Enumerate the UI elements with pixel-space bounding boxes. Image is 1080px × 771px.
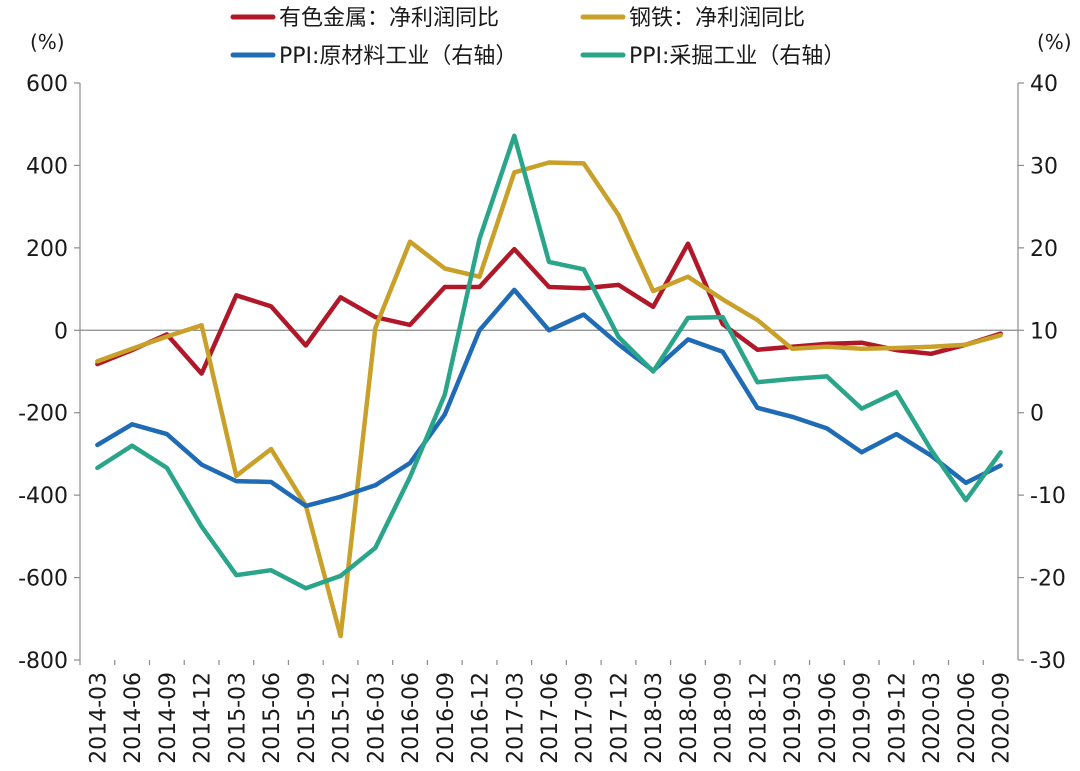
right-tick-label: 0 (1030, 402, 1044, 427)
series-line-3 (95, 287, 1003, 509)
x-tick-label: 2018-12 (746, 672, 771, 764)
left-axis-unit: (%) (30, 30, 65, 54)
legend-label: 钢铁：净利润同比 (629, 6, 805, 31)
x-tick-label: 2020-09 (990, 672, 1015, 764)
series-line-1 (95, 241, 1003, 376)
x-tick-label: 2015-03 (225, 672, 250, 764)
legend: 有色金属：净利润同比 钢铁：净利润同比 PPI:原材料工业（右轴） PPI:采掘工业（… (230, 6, 845, 69)
left-tick-label: -400 (18, 484, 68, 509)
right-tick-label: -30 (1030, 649, 1066, 674)
right-tick-label: 20 (1030, 237, 1058, 262)
plot-axes (79, 83, 1019, 660)
x-tick-label: 2018-06 (677, 672, 702, 764)
series-lines (95, 133, 1003, 639)
x-tick-label: 2018-03 (642, 672, 667, 764)
legend-label: PPI:采掘工业（右轴） (629, 44, 845, 69)
x-tick-label: 2014-06 (121, 672, 146, 764)
x-tick-label: 2016-12 (469, 672, 494, 764)
right-tick-label: -20 (1030, 567, 1066, 592)
left-axis-ticks: 600 400 200 0 -200 -400 -600 -800 (18, 72, 80, 674)
legend-item: PPI:采掘工业（右轴） (580, 44, 845, 69)
x-tick-label: 2015-06 (260, 672, 285, 764)
x-tick-label: 2014-03 (86, 672, 111, 764)
legend-item: 钢铁：净利润同比 (580, 6, 805, 31)
legend-item: PPI:原材料工业（右轴） (230, 44, 517, 69)
legend-label: PPI:原材料工业（右轴） (279, 44, 517, 69)
x-tick-label: 2014-12 (191, 672, 216, 764)
x-tick-label: 2016-06 (399, 672, 424, 764)
left-tick-label: -800 (18, 649, 68, 674)
legend-label: 有色金属：净利润同比 (279, 6, 499, 31)
left-tick-label: 400 (26, 154, 68, 179)
x-tick-label: 2015-12 (330, 672, 355, 764)
x-tick-label: 2017-06 (538, 672, 563, 764)
x-tick-label: 2017-12 (607, 672, 632, 764)
right-tick-label: 40 (1030, 72, 1058, 97)
left-tick-label: -600 (18, 567, 68, 592)
x-tick-label: 2020-06 (955, 672, 980, 764)
x-tick-label: 2019-06 (816, 672, 841, 764)
right-axis-ticks: 40 30 20 10 0 -10 -20 -30 (1018, 72, 1066, 674)
right-tick-label: 30 (1030, 154, 1058, 179)
x-tick-label: 2018-09 (712, 672, 737, 764)
series-line-2 (95, 160, 1003, 639)
left-tick-label: -200 (18, 402, 68, 427)
right-tick-label: -10 (1030, 484, 1066, 509)
right-tick-label: 10 (1030, 319, 1058, 344)
left-tick-label: 200 (26, 237, 68, 262)
x-tick-label: 2015-09 (295, 672, 320, 764)
x-tick-label: 2019-12 (885, 672, 910, 764)
left-tick-label: 600 (26, 72, 68, 97)
x-tick-label: 2016-03 (364, 672, 389, 764)
right-axis-unit: (%) (1037, 30, 1072, 54)
x-tick-label: 2017-03 (503, 672, 528, 764)
x-tick-label: 2016-09 (434, 672, 459, 764)
x-tick-label: 2019-03 (781, 672, 806, 764)
x-tick-label: 2014-09 (156, 672, 181, 764)
x-tick-label: 2019-09 (851, 672, 876, 764)
series-line-4 (95, 133, 1003, 591)
x-tick-label: 2017-09 (573, 672, 598, 764)
x-tick-label: 2020-03 (920, 672, 945, 764)
legend-item: 有色金属：净利润同比 (230, 6, 499, 31)
left-tick-label: 0 (54, 319, 68, 344)
x-axis-ticks: 2014-03 2014-06 2014-09 2014-12 2015-03 2015-… (79, 660, 1015, 764)
